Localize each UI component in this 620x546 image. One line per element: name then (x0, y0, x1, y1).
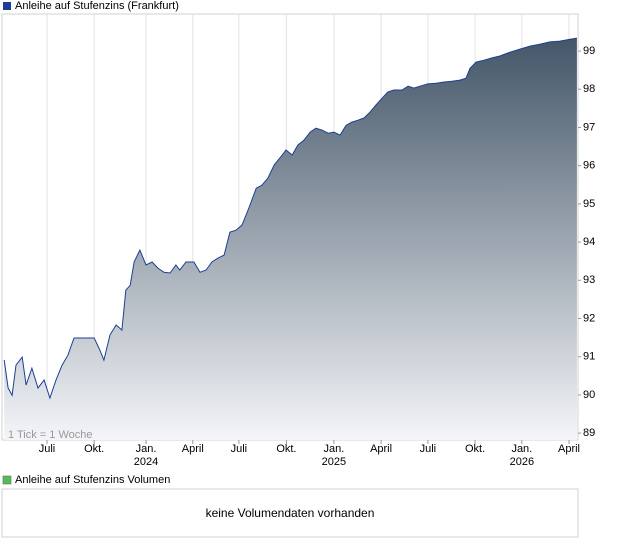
x-tick-label: April (558, 443, 580, 455)
x-tick-label: Juli (420, 443, 437, 455)
legend-swatch (3, 2, 11, 10)
y-tick-label: 95 (583, 198, 595, 210)
y-tick-label: 91 (583, 351, 595, 363)
volume-message: keine Volumendaten vorhanden (206, 506, 375, 520)
x-tick-label: Okt. (84, 443, 104, 455)
y-tick-label: 94 (583, 236, 595, 248)
y-tick-label: 93 (583, 274, 595, 286)
annotation: 1 Tick = 1 Woche (8, 429, 92, 441)
y-tick-label: 97 (583, 121, 595, 133)
x-year-label: 2024 (134, 456, 158, 468)
x-tick-label: Juli (39, 443, 56, 455)
price-line (3, 37, 577, 400)
x-tick-label: Jan. (511, 443, 532, 455)
x-tick-label: Okt. (465, 443, 485, 455)
x-tick-label: Okt. (276, 443, 296, 455)
x-tick-label: April (370, 443, 392, 455)
x-tick-label: Jan. (136, 443, 157, 455)
y-tick-label: 99 (583, 45, 595, 57)
y-tick-label: 92 (583, 312, 595, 324)
x-year-label: 2025 (322, 456, 346, 468)
legend-label: Anleihe auf Stufenzins (Frankfurt) (15, 0, 179, 12)
y-tick-label: 96 (583, 160, 595, 172)
y-tick-label: 98 (583, 83, 595, 95)
x-tick-label: April (182, 443, 204, 455)
x-year-label: 2026 (510, 456, 534, 468)
y-tick-label: 89 (583, 427, 595, 439)
volume-panel (1, 488, 579, 538)
volume-legend-swatch (2, 475, 12, 485)
price-area (4, 38, 577, 440)
x-tick-label: Jan. (324, 443, 345, 455)
x-tick-label: Juli (231, 443, 248, 455)
y-tick-label: 90 (583, 389, 595, 401)
volume-legend-label: Anleihe auf Stufenzins Volumen (15, 474, 170, 486)
